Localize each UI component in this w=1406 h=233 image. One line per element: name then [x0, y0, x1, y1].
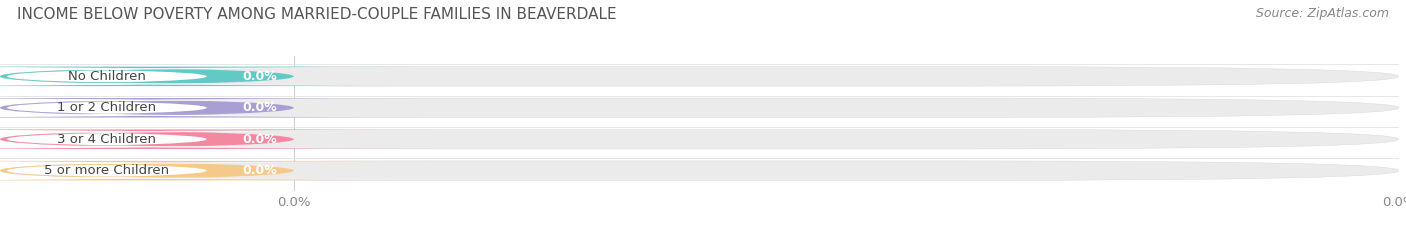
FancyBboxPatch shape [0, 161, 433, 180]
FancyBboxPatch shape [0, 98, 1399, 117]
FancyBboxPatch shape [0, 161, 1399, 180]
FancyBboxPatch shape [0, 100, 363, 116]
Text: INCOME BELOW POVERTY AMONG MARRIED-COUPLE FAMILIES IN BEAVERDALE: INCOME BELOW POVERTY AMONG MARRIED-COUPL… [17, 7, 616, 22]
Text: 3 or 4 Children: 3 or 4 Children [58, 133, 156, 146]
Text: 0.0%: 0.0% [242, 133, 277, 146]
FancyBboxPatch shape [0, 67, 1399, 86]
Text: Source: ZipAtlas.com: Source: ZipAtlas.com [1256, 7, 1389, 20]
Text: 1 or 2 Children: 1 or 2 Children [58, 101, 156, 114]
Text: 0.0%: 0.0% [242, 101, 277, 114]
FancyBboxPatch shape [0, 68, 363, 84]
Text: 5 or more Children: 5 or more Children [45, 164, 170, 177]
FancyBboxPatch shape [0, 130, 433, 149]
Text: 0.0%: 0.0% [242, 164, 277, 177]
FancyBboxPatch shape [0, 130, 1399, 149]
FancyBboxPatch shape [0, 163, 363, 179]
FancyBboxPatch shape [0, 98, 433, 117]
Text: No Children: No Children [67, 70, 146, 83]
FancyBboxPatch shape [0, 67, 433, 86]
FancyBboxPatch shape [0, 131, 363, 147]
Text: 0.0%: 0.0% [242, 70, 277, 83]
